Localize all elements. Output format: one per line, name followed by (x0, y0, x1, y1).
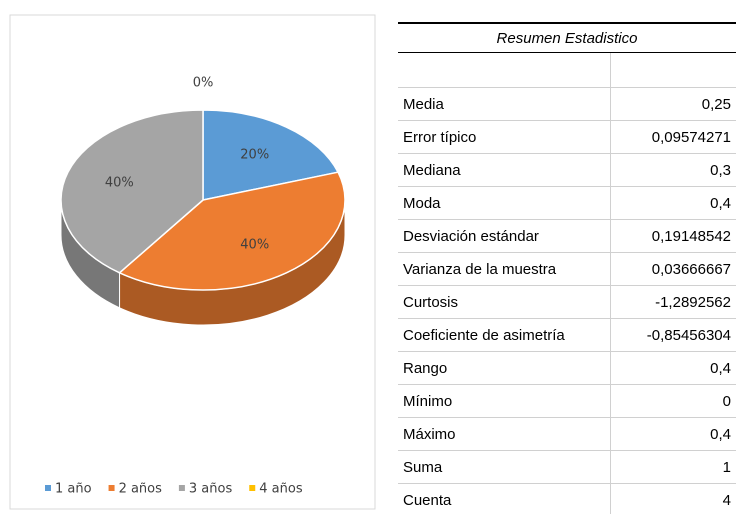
data-label: 40% (240, 238, 269, 253)
legend-swatch (45, 485, 51, 491)
stat-label: Desviación estándar (398, 219, 612, 253)
table-row: Suma 1 (398, 450, 736, 484)
summary-table: Resumen Estadistico Media 0,25 Error típic… (398, 22, 736, 514)
stat-label: Máximo (398, 417, 612, 451)
stat-value: 0,09574271 (610, 120, 736, 154)
stat-label: Mediana (398, 153, 612, 187)
table-row: Rango 0,4 (398, 351, 736, 385)
stat-label: Moda (398, 186, 612, 220)
stat-value: 0,25 (610, 87, 736, 121)
stat-label: Rango (398, 351, 612, 385)
stat-value: 0,4 (610, 417, 736, 451)
stat-value: 0,4 (610, 351, 736, 385)
table-title: Resumen Estadistico (398, 22, 736, 53)
table-row: Moda 0,4 (398, 186, 736, 220)
pie-slice (202, 109, 340, 201)
stat-value: 0 (610, 384, 736, 418)
stat-label: Curtosis (398, 285, 612, 319)
table-row: Varianza de la muestra 0,03666667 (398, 252, 736, 286)
data-label: 40% (105, 175, 134, 190)
table-header: Resumen Estadistico (398, 22, 736, 53)
stat-label: Varianza de la muestra (398, 252, 612, 286)
legend-label: 2 años (119, 482, 163, 497)
stat-value: 0,03666667 (610, 252, 736, 286)
table-row: Error típico 0,09574271 (398, 120, 736, 154)
stat-value: -0,85456304 (610, 318, 736, 352)
table-row: Mediana 0,3 (398, 153, 736, 187)
data-label: 0% (193, 76, 214, 91)
stat-label: Media (398, 87, 612, 121)
table-row: Curtosis -1,2892562 (398, 285, 736, 319)
table-row: Media 0,25 (398, 87, 736, 121)
legend-label: 1 año (55, 482, 92, 497)
legend-label: 3 años (189, 482, 233, 497)
table-row: Máximo 0,4 (398, 417, 736, 451)
stat-value: -1,2892562 (610, 285, 736, 319)
pie-slice (60, 109, 204, 274)
stat-label: Cuenta (398, 483, 612, 514)
empty-row (398, 52, 736, 88)
stat-label: Coeficiente de asimetría (398, 318, 612, 352)
table-row: Coeficiente de asimetría -0,85456304 (398, 318, 736, 352)
legend-swatch (178, 485, 185, 491)
table-row: Desviación estándar 0,19148542 (398, 219, 736, 253)
stat-value: 0,4 (610, 186, 736, 220)
pie-slice (118, 171, 346, 291)
stat-value: 0,19148542 (610, 219, 736, 253)
legend-swatch (108, 485, 115, 491)
legend-label: 4 años (259, 482, 303, 497)
stat-label: Suma (398, 450, 612, 484)
table-row: Cuenta 4 (398, 483, 736, 514)
data-label: 20% (240, 147, 269, 162)
table-row: Mínimo 0 (398, 384, 736, 418)
stat-value: 0,3 (610, 153, 736, 187)
stat-label: Mínimo (398, 384, 612, 418)
stat-value: 4 (610, 483, 736, 514)
stat-label: Error típico (398, 120, 612, 154)
stat-value: 1 (610, 450, 736, 484)
chart: 20% 40% 40% 0% 1 año 2 años 3 años 4 años (9, 14, 376, 510)
legend-swatch (249, 485, 256, 491)
